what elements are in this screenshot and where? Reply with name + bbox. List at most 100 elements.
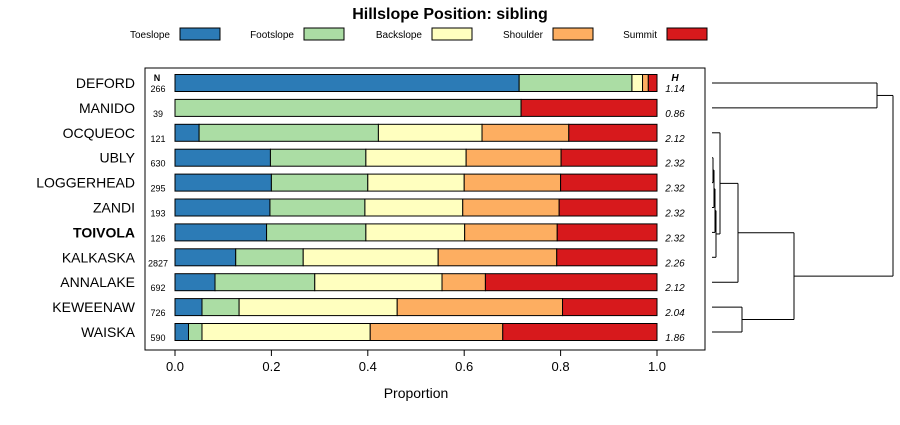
n-value-waiska: 590 <box>150 333 165 343</box>
legend: Toeslope Footslope Backslope Shoulder Summit <box>130 27 708 41</box>
bar-deford-shoulder <box>642 74 649 92</box>
bar-waiska-backslope <box>201 323 371 341</box>
bar-waiska-summit <box>502 323 658 341</box>
bar-ocqueoc-shoulder <box>481 123 570 142</box>
category-label-loggerhead: LOGGERHEAD <box>36 175 135 191</box>
x-tick-label: 0.6 <box>455 359 473 374</box>
legend-label-summit: Summit <box>623 30 657 41</box>
bar-ubly-backslope <box>365 148 467 167</box>
x-tick-label: 0.8 <box>552 359 570 374</box>
bar-toivola-footslope <box>266 223 367 242</box>
bar-ubly-shoulder <box>465 148 562 167</box>
bar-deford-backslope <box>631 74 644 92</box>
bar-keweenaw-footslope <box>201 298 240 317</box>
bar-waiska-footslope <box>187 323 203 341</box>
h-value-zandi: 2.32 <box>664 209 685 220</box>
bar-kalkaska-toeslope <box>174 248 237 267</box>
bar-zandi-summit <box>558 198 658 217</box>
bars: DEFORD 266 1.14 MANIDO 39 0.86 OCQUEOC 121 2.12 U… <box>36 74 685 344</box>
h-value-deford: 1.14 <box>665 84 685 95</box>
h-value-loggerhead: 2.32 <box>664 184 685 195</box>
dendrogram <box>712 82 894 333</box>
bar-manido-footslope <box>174 98 522 117</box>
category-label-deford: DEFORD <box>76 75 135 91</box>
n-column-header: N <box>154 73 161 83</box>
bar-zandi-toeslope <box>174 198 271 217</box>
category-label-keweenaw: KEWEENAW <box>52 299 135 315</box>
bar-toivola-summit <box>556 223 658 242</box>
bar-kalkaska-summit <box>556 248 658 267</box>
bar-kalkaska-footslope <box>235 248 304 267</box>
bar-keweenaw-toeslope <box>174 298 203 317</box>
h-value-waiska: 1.86 <box>665 333 685 344</box>
bar-keweenaw-shoulder <box>396 298 564 317</box>
bar-kalkaska-backslope <box>302 248 439 267</box>
category-label-waiska: WAISKA <box>81 324 136 340</box>
category-label-annalake: ANNALAKE <box>60 274 135 290</box>
n-value-annalake: 692 <box>150 283 165 293</box>
n-value-deford: 266 <box>150 84 165 94</box>
category-label-ubly: UBLY <box>99 150 135 166</box>
h-column-header: H <box>671 73 679 84</box>
chart-title: Hillslope Position: sibling <box>352 6 548 23</box>
n-value-manido: 39 <box>153 109 163 119</box>
bar-loggerhead-summit <box>560 173 658 192</box>
h-value-ubly: 2.32 <box>664 159 685 170</box>
x-axis-ticks: 0.0 0.2 0.4 0.6 0.8 1.0 <box>166 350 666 374</box>
legend-swatch-toeslope <box>179 27 221 41</box>
bar-deford-summit <box>647 74 658 92</box>
category-label-kalkaska: KALKASKA <box>62 249 136 265</box>
bar-loggerhead-backslope <box>367 173 465 192</box>
x-tick-label: 1.0 <box>648 359 666 374</box>
n-value-toivola: 126 <box>150 233 165 243</box>
bar-kalkaska-shoulder <box>437 248 558 267</box>
legend-label-shoulder: Shoulder <box>503 30 544 41</box>
bar-zandi-footslope <box>269 198 366 217</box>
bar-ocqueoc-summit <box>568 123 658 142</box>
bar-ocqueoc-footslope <box>198 123 379 142</box>
x-tick-label: 0.4 <box>359 359 377 374</box>
bar-zandi-shoulder <box>462 198 560 217</box>
bar-waiska-toeslope <box>174 323 189 341</box>
x-tick-label: 0.0 <box>166 359 184 374</box>
h-value-annalake: 2.12 <box>664 283 685 294</box>
bar-annalake-toeslope <box>174 273 216 292</box>
category-label-manido: MANIDO <box>79 100 135 116</box>
h-value-manido: 0.86 <box>665 109 685 120</box>
bar-toivola-shoulder <box>464 223 558 242</box>
bar-ubly-footslope <box>269 148 367 167</box>
bar-keweenaw-backslope <box>238 298 398 317</box>
bar-manido-summit <box>520 98 658 117</box>
legend-label-backslope: Backslope <box>376 30 423 41</box>
bar-ubly-toeslope <box>174 148 271 167</box>
legend-swatch-shoulder <box>552 27 594 41</box>
bar-annalake-footslope <box>214 273 316 292</box>
h-value-toivola: 2.32 <box>664 233 685 244</box>
bar-loggerhead-footslope <box>270 173 369 192</box>
bar-zandi-backslope <box>364 198 464 217</box>
h-value-keweenaw: 2.04 <box>664 308 685 319</box>
n-value-loggerhead: 295 <box>150 184 165 194</box>
bar-loggerhead-toeslope <box>174 173 272 192</box>
h-value-kalkaska: 2.26 <box>664 258 685 269</box>
bar-deford-toeslope <box>174 74 520 92</box>
n-value-kalkaska: 2827 <box>148 258 168 268</box>
bar-toivola-backslope <box>365 223 466 242</box>
legend-swatch-footslope <box>303 27 345 41</box>
bar-ubly-summit <box>560 148 658 167</box>
bar-annalake-summit <box>484 273 658 292</box>
x-axis-label: Proportion <box>384 385 449 401</box>
category-label-zandi: ZANDI <box>93 200 135 216</box>
legend-label-toeslope: Toeslope <box>130 30 170 41</box>
category-label-ocqueoc: OCQUEOC <box>63 125 135 141</box>
n-value-ocqueoc: 121 <box>150 134 165 144</box>
x-tick-label: 0.2 <box>262 359 280 374</box>
n-value-zandi: 193 <box>150 209 165 219</box>
category-label-toivola: TOIVOLA <box>73 224 135 240</box>
legend-swatch-summit <box>666 27 708 41</box>
h-value-ocqueoc: 2.12 <box>664 134 685 145</box>
legend-swatch-backslope <box>431 27 473 41</box>
bar-annalake-shoulder <box>441 273 486 292</box>
